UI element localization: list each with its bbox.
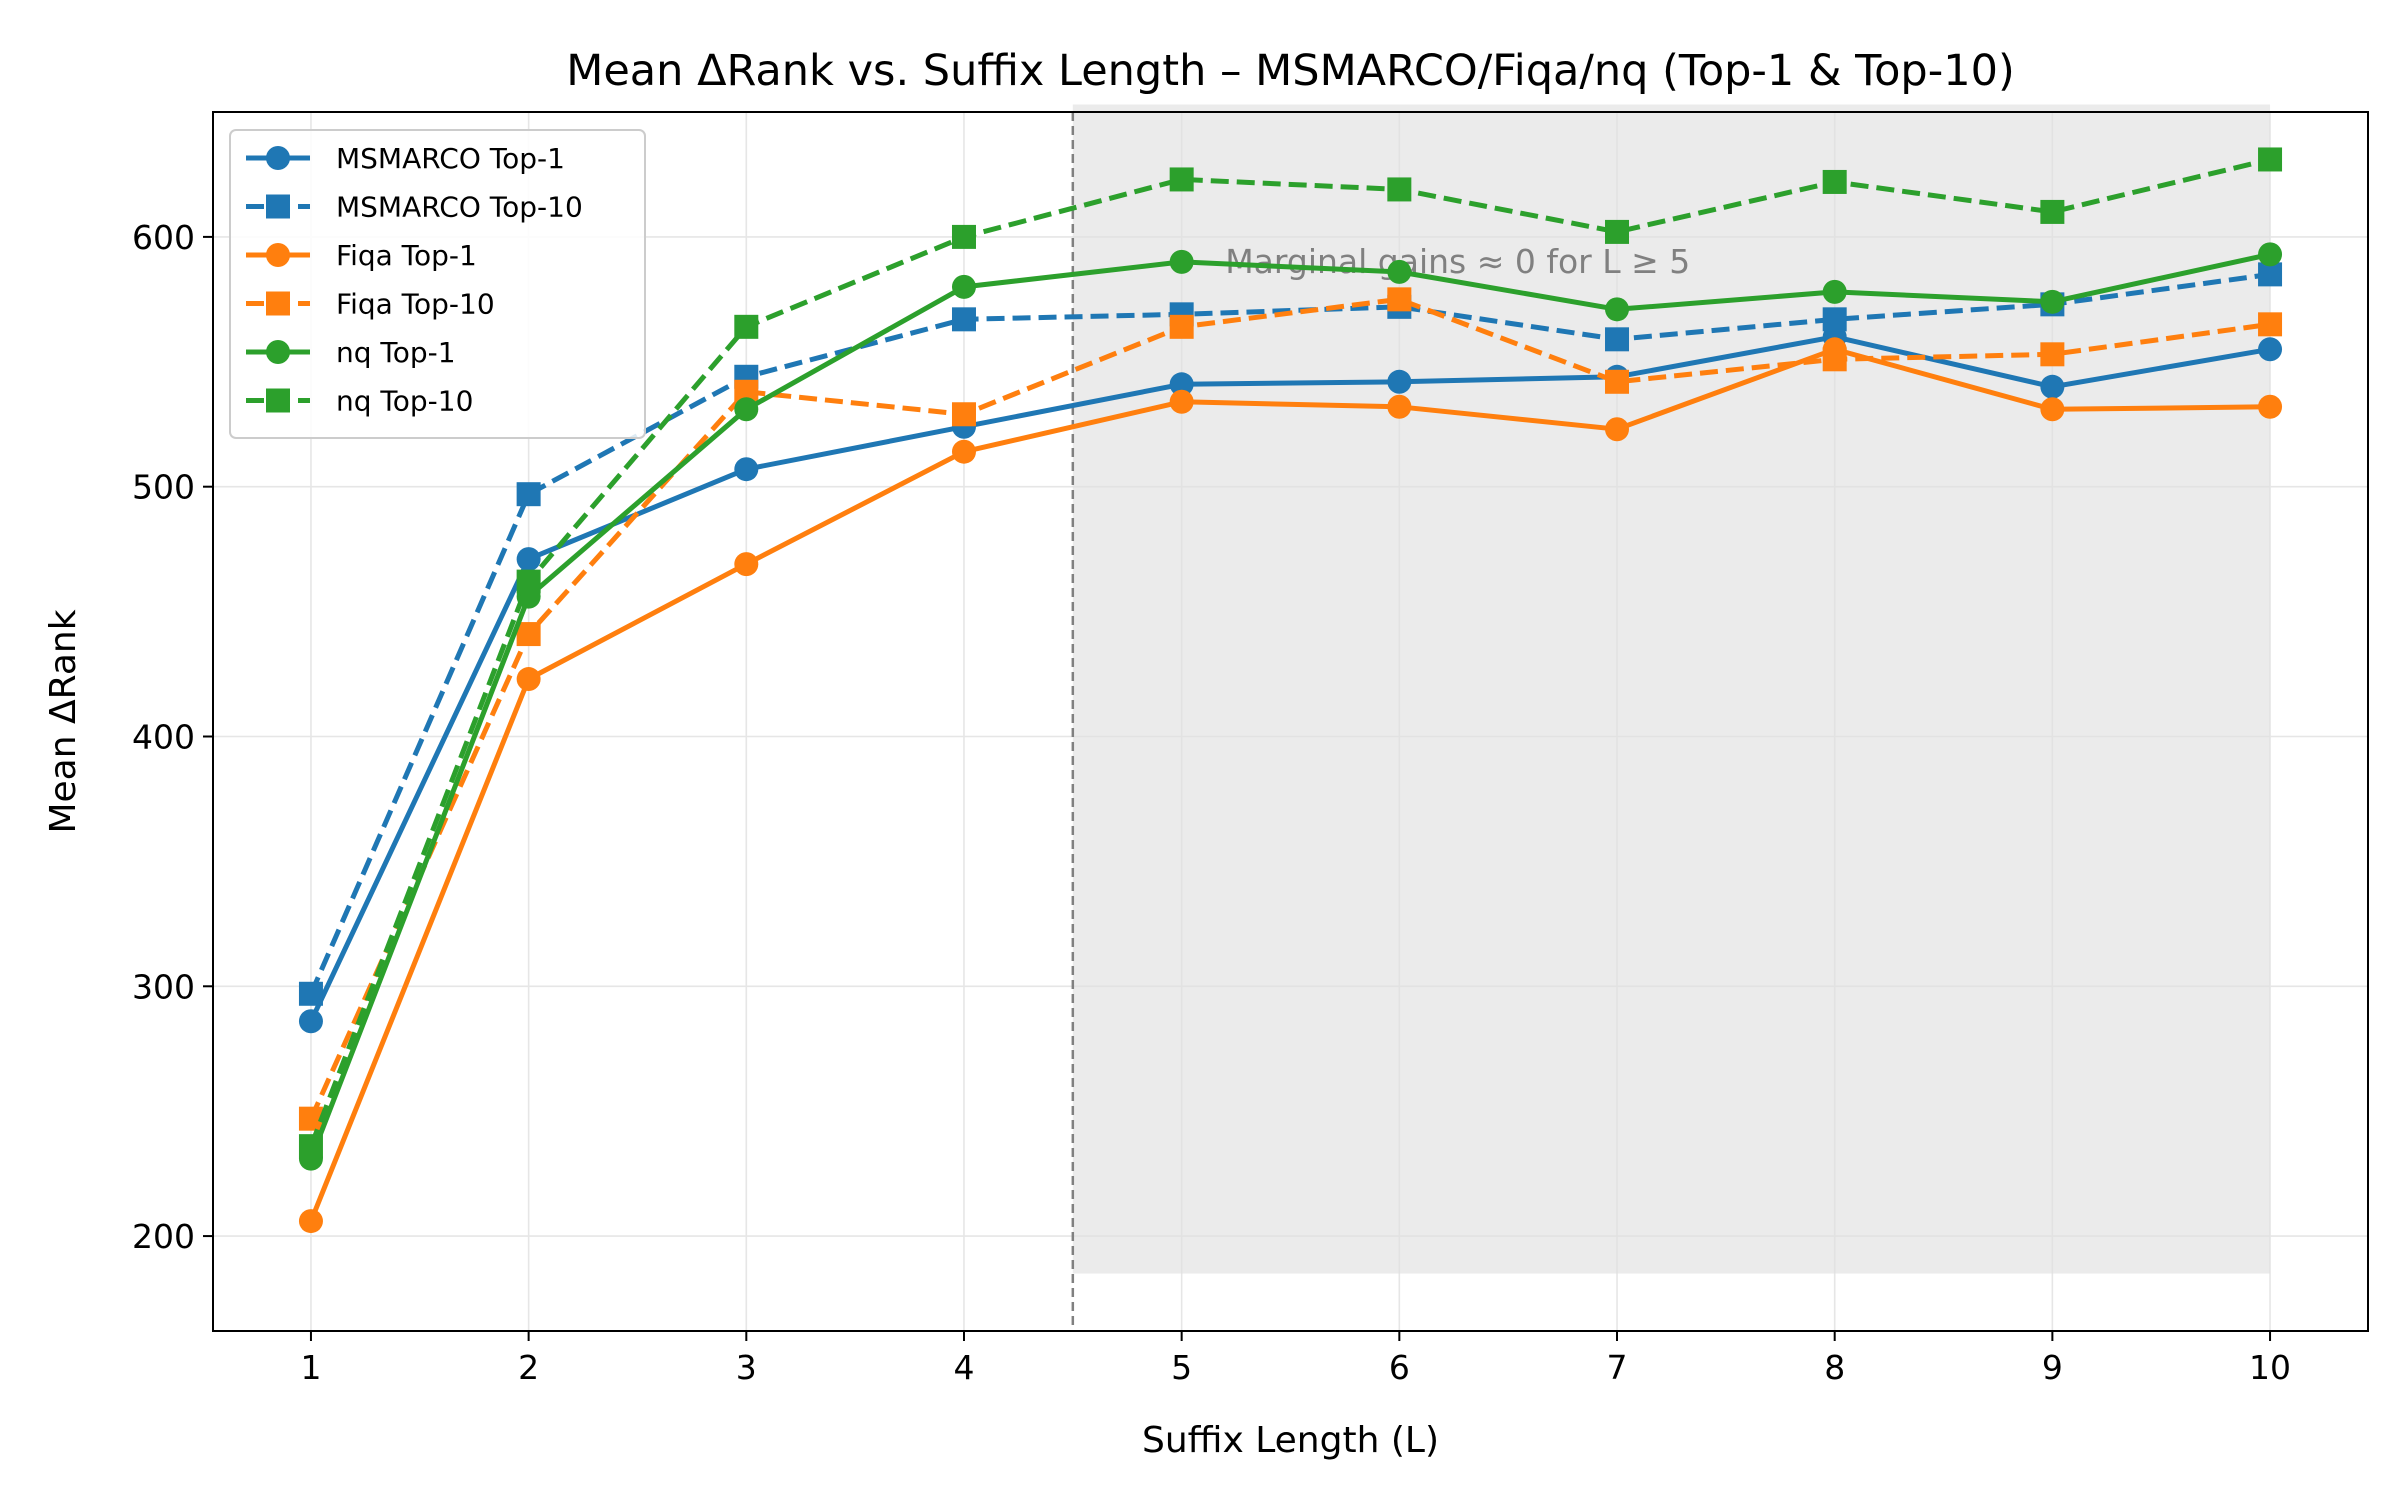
legend: MSMARCO Top-1 MSMARCO Top-10 Fiqa Top-1 Fiq… (229, 129, 646, 439)
data-point (2040, 289, 2065, 314)
data-point (1605, 297, 1630, 322)
series-nq-top-10 (298, 147, 2283, 1159)
data-point (298, 1134, 323, 1159)
x-tick-label: 10 (2249, 1348, 2291, 1387)
data-point (1605, 327, 1630, 352)
x-tick-label: 3 (736, 1348, 757, 1387)
data-point (2258, 337, 2283, 362)
y-axis-ticks: 200 300 400 500 600 (132, 218, 213, 1256)
data-point (1169, 372, 1194, 397)
legend-label: Fiqa Top-10 (336, 288, 495, 321)
data-point (298, 1009, 323, 1034)
data-point (951, 402, 976, 427)
data-point (1169, 389, 1194, 414)
data-point (516, 547, 541, 572)
data-point (298, 1209, 323, 1234)
series-fiqa-top-10 (298, 287, 2283, 1131)
x-tick-label: 6 (1389, 1348, 1410, 1387)
data-point (2258, 147, 2283, 172)
legend-box (229, 129, 646, 439)
legend-label: Fiqa Top-1 (336, 239, 477, 272)
legend-item: Fiqa Top-1 (246, 239, 477, 272)
data-point (1387, 177, 1412, 202)
data-point (2258, 394, 2283, 419)
data-point (1169, 249, 1194, 274)
data-point (734, 457, 759, 482)
legend-label: MSMARCO Top-1 (336, 142, 565, 175)
data-point (516, 569, 541, 594)
legend-marker (266, 388, 290, 413)
data-point (1169, 314, 1194, 339)
series-line (308, 251, 2271, 1160)
y-tick-label: 600 (132, 218, 195, 257)
series-line (308, 157, 2271, 1148)
data-point (298, 981, 323, 1006)
legend-marker (266, 194, 290, 219)
data-point (2040, 374, 2065, 399)
legend-label: nq Top-10 (336, 385, 473, 418)
data-point (1822, 279, 1847, 304)
data-point (1822, 169, 1847, 194)
data-point (734, 552, 759, 577)
series-line (308, 346, 2271, 1223)
data-point (1169, 167, 1194, 192)
legend-marker (266, 291, 290, 316)
data-point (1387, 259, 1412, 284)
x-tick-label: 5 (1171, 1348, 1192, 1387)
y-tick-label: 200 (132, 1217, 195, 1256)
plot-frame (212, 111, 2369, 1332)
data-point (2040, 397, 2065, 422)
annotation: Marginal gains ≈ 0 for L ≥ 5 (1225, 242, 1690, 281)
legend-item: Fiqa Top-10 (246, 288, 495, 321)
data-point (2040, 199, 2065, 224)
legend-marker (266, 146, 290, 170)
x-tick-label: 2 (518, 1348, 539, 1387)
legend-item: nq Top-10 (246, 385, 473, 418)
data-point (2258, 242, 2283, 267)
data-point (1822, 347, 1847, 372)
x-tick-label: 8 (1824, 1348, 1845, 1387)
data-point (1387, 394, 1412, 419)
x-tick-label: 7 (1607, 1348, 1628, 1387)
y-tick-label: 400 (132, 717, 195, 756)
series-line (308, 296, 2271, 1120)
legend-marker (266, 243, 290, 267)
chart-title: Mean ΔRank vs. Suffix Length – MSMARCO/F… (566, 46, 2014, 96)
x-axis-label: Suffix Length (L) (1142, 1420, 1439, 1461)
legend-item: MSMARCO Top-1 (246, 142, 565, 175)
data-point (951, 307, 976, 332)
data-point (516, 667, 541, 692)
data-point (1822, 307, 1847, 332)
data-point (1387, 287, 1412, 312)
x-tick-label: 9 (2042, 1348, 2063, 1387)
data-point (516, 622, 541, 647)
data-point (951, 274, 976, 299)
data-point (516, 482, 541, 507)
data-point (1605, 369, 1630, 394)
y-tick-label: 300 (132, 967, 195, 1006)
x-tick-label: 1 (300, 1348, 321, 1387)
series-group (298, 147, 2283, 1234)
data-point (2258, 312, 2283, 337)
legend-item: nq Top-1 (246, 336, 456, 369)
x-tick-label: 4 (953, 1348, 974, 1387)
data-point (2040, 342, 2065, 367)
legend-item: MSMARCO Top-10 (246, 191, 583, 224)
data-point (734, 397, 759, 422)
data-point (1387, 369, 1412, 394)
x-axis-ticks: 1 2 3 4 5 6 7 8 9 10 (300, 1331, 2291, 1387)
data-point (951, 439, 976, 464)
data-point (1605, 417, 1630, 442)
legend-marker (266, 340, 290, 364)
legend-label: nq Top-1 (336, 336, 456, 369)
legend-label: MSMARCO Top-10 (336, 191, 583, 224)
data-point (1605, 219, 1630, 244)
y-tick-label: 500 (132, 468, 195, 507)
y-axis-label: Mean ΔRank (43, 609, 84, 833)
data-point (734, 314, 759, 339)
data-point (951, 224, 976, 249)
